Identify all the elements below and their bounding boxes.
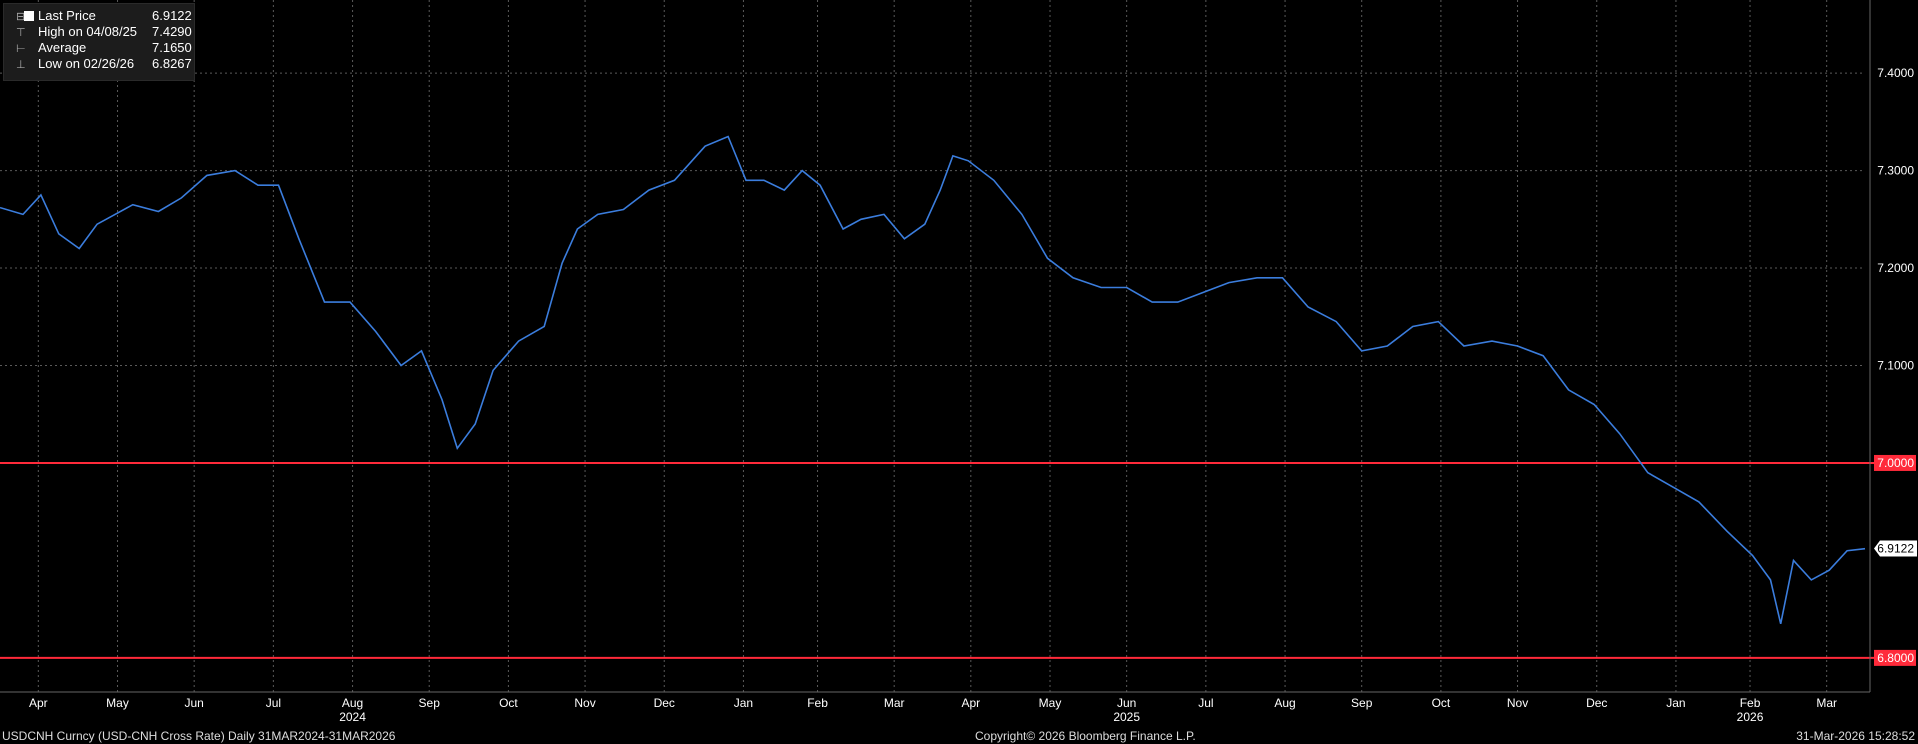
reference-lines (0, 461, 1878, 659)
x-tick-label: Jun (1117, 696, 1136, 710)
x-tick-label: Dec (654, 696, 675, 710)
x-tick-label: Oct (499, 696, 518, 710)
x-tick-label: Oct (1432, 696, 1451, 710)
legend-value: 7.1650 (152, 40, 192, 55)
x-tick-label: Feb (1740, 696, 1761, 710)
series-swatch-icon (24, 11, 34, 21)
y-tick-highlight (1874, 454, 1916, 471)
legend-value: 6.8267 (152, 56, 192, 71)
collapse-icon[interactable]: ⊟ (16, 11, 26, 23)
legend-row-last-price: ⊟ Last Price 6.9122 (4, 8, 194, 24)
legend: ⊟ Last Price 6.9122 ⊤ High on 04/08/25 7… (3, 3, 195, 81)
y-tick-highlight (1874, 649, 1916, 666)
legend-label: Average (38, 40, 87, 55)
x-tick-label: Jul (1198, 696, 1213, 710)
x-tick-label: Mar (1816, 696, 1837, 710)
y-tick-label: 6.8000 (1877, 651, 1914, 665)
x-tick-label: Jan (1666, 696, 1685, 710)
y-tick-label: 7.4000 (1877, 66, 1914, 80)
x-tick-label: Jun (184, 696, 203, 710)
legend-row-high: ⊤ High on 04/08/25 7.4290 (4, 24, 194, 40)
x-year-label: 2024 (339, 710, 366, 724)
x-tick-label: Sep (1351, 696, 1373, 710)
x-tick-label: Feb (807, 696, 828, 710)
x-tick-label: Jul (266, 696, 281, 710)
x-tick-label: Mar (884, 696, 905, 710)
legend-label: Last Price (38, 8, 96, 23)
x-tick-label: Apr (961, 696, 980, 710)
y-tick-label: 7.3000 (1877, 164, 1914, 178)
x-year-label: 2026 (1737, 710, 1764, 724)
legend-label: Low on 02/26/26 (38, 56, 135, 71)
y-axis-labels: 6.8000 7.0000 7.1000 7.2000 7.3000 7.4000 6.91… (1874, 66, 1917, 666)
footer-security: USDCNH Curncy (USD-CNH Cross Rate) Daily… (2, 729, 396, 743)
legend-value: 7.4290 (152, 24, 192, 39)
y-tick-label: 7.0000 (1877, 456, 1914, 470)
footer-copyright: Copyright© 2026 Bloomberg Finance L.P. (975, 729, 1196, 743)
x-tick-label: Apr (29, 696, 48, 710)
x-tick-label: Aug (1274, 696, 1295, 710)
footer-timestamp: 31-Mar-2026 15:28:52 (1796, 729, 1915, 743)
y-tick-label: 7.1000 (1877, 358, 1914, 372)
legend-row-low: ⊥ Low on 02/26/26 6.8267 (4, 56, 194, 72)
y-tick-label: 7.2000 (1877, 261, 1914, 275)
series-line (0, 135, 1866, 624)
high-marker-icon: ⊤ (16, 27, 26, 39)
legend-value: 6.9122 (152, 8, 192, 23)
last-price-tag (1874, 540, 1917, 557)
x-tick-label: May (106, 696, 129, 710)
average-marker-icon: ⊢ (16, 43, 26, 55)
price-series (0, 135, 1866, 624)
x-tick-label: Aug (342, 696, 363, 710)
x-year-label: 2025 (1113, 710, 1140, 724)
x-tick-label: Nov (1507, 696, 1528, 710)
x-tick-label: Jan (734, 696, 753, 710)
last-price-label: 6.9122 (1877, 542, 1914, 556)
x-axis-labels: Apr May Jun Jul Aug Sep Oct Nov Dec Jan Feb Mar Apr M… (29, 696, 1837, 724)
legend-row-average: ⊢ Average 7.1650 (4, 40, 194, 56)
x-tick-label: Sep (419, 696, 441, 710)
legend-label: High on 04/08/25 (38, 24, 138, 39)
x-tick-label: Nov (574, 696, 595, 710)
x-tick-label: May (1039, 696, 1062, 710)
x-tick-label: Dec (1586, 696, 1607, 710)
low-marker-icon: ⊥ (16, 59, 26, 71)
axes (0, 0, 1871, 693)
